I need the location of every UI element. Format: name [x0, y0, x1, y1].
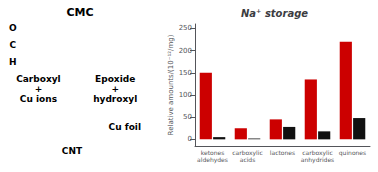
svg-text:100: 100: [179, 91, 192, 99]
svg-text:CMC: CMC: [66, 6, 93, 19]
svg-text:Carboxyl: Carboxyl: [16, 74, 61, 84]
svg-text:+: +: [111, 84, 119, 94]
svg-text:lactones: lactones: [270, 149, 295, 156]
svg-text:150: 150: [179, 69, 192, 77]
svg-text:H: H: [9, 57, 17, 67]
svg-text:O: O: [9, 23, 17, 33]
svg-text:Relative amounts/(10⁻¹²/mg): Relative amounts/(10⁻¹²/mg): [167, 34, 175, 135]
svg-text:Epoxide: Epoxide: [95, 74, 135, 84]
svg-text:200: 200: [179, 47, 192, 55]
svg-text:250: 250: [179, 24, 192, 32]
svg-text:ketones: ketones: [201, 149, 225, 156]
svg-text:hydroxyl: hydroxyl: [93, 94, 137, 104]
svg-text:Cu ions: Cu ions: [20, 94, 57, 104]
svg-text:Cu foil: Cu foil: [109, 122, 141, 132]
svg-text:+: +: [35, 84, 43, 94]
svg-text:carboxylic: carboxylic: [302, 149, 333, 156]
svg-text:50: 50: [183, 113, 192, 121]
svg-text:CNT: CNT: [62, 146, 83, 156]
svg-text:anhydrides: anhydrides: [301, 156, 334, 164]
svg-text:0: 0: [188, 135, 192, 143]
svg-text:carboxylic: carboxylic: [232, 149, 263, 156]
svg-text:quinones: quinones: [339, 149, 366, 157]
svg-text:aldehydes: aldehydes: [197, 156, 228, 164]
svg-text:Na⁺ storage: Na⁺ storage: [241, 8, 308, 19]
svg-text:C: C: [9, 40, 16, 50]
svg-text:acids: acids: [240, 156, 256, 163]
